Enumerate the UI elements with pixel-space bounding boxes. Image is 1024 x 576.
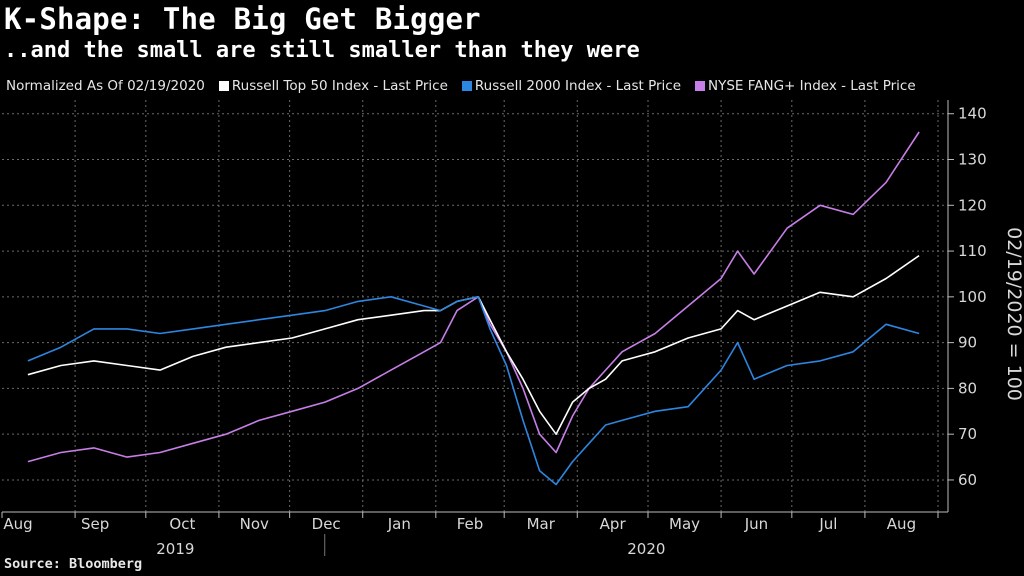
x-tick-label: Feb	[457, 515, 484, 533]
legend-note: Normalized As Of 02/19/2020	[6, 78, 205, 94]
x-tick-label: Aug	[887, 515, 916, 533]
legend-label-russell-2000: Russell 2000 Index - Last Price	[474, 78, 681, 94]
y-axis-title: 02/19/2020 = 100	[1003, 227, 1024, 401]
legend-swatch-fang	[695, 81, 705, 91]
x-tick-label: Apr	[600, 515, 627, 533]
legend-item-fang: NYSE FANG+ Index - Last Price	[695, 78, 916, 94]
x-tick-label: Oct	[169, 515, 195, 533]
y-tick-label: 130	[958, 151, 987, 169]
x-tick-label: Dec	[312, 515, 341, 533]
source-note: Source: Bloomberg	[4, 556, 143, 572]
series-line-russell-2000	[27, 295, 920, 486]
y-tick-label: 60	[958, 471, 977, 489]
y-tick-label: 120	[958, 196, 987, 214]
x-tick-label: May	[669, 515, 700, 533]
x-tick-label: Jun	[744, 515, 768, 533]
y-tick-label: 140	[958, 105, 987, 123]
year-label-2020: 2020	[627, 540, 665, 558]
legend-label-russell-top50: Russell Top 50 Index - Last Price	[231, 78, 448, 94]
x-tick-label: Mar	[527, 515, 556, 533]
y-tick-label: 100	[958, 288, 987, 306]
x-tick-label: Jul	[818, 515, 837, 533]
legend-swatch-russell-top50	[218, 81, 229, 91]
x-tick-label: Jan	[387, 515, 411, 533]
chart-title: K-Shape: The Big Get Bigger	[4, 2, 481, 36]
legend-label-fang: NYSE FANG+ Index - Last Price	[708, 78, 916, 94]
x-tick-label: Nov	[240, 515, 269, 533]
legend-item-russell-2000: Russell 2000 Index - Last Price	[461, 78, 681, 94]
y-tick-label: 90	[958, 334, 977, 352]
legend-item-russell-top50: Russell Top 50 Index - Last Price	[218, 78, 448, 94]
y-tick-label: 110	[958, 242, 987, 260]
x-tick-label: Sep	[81, 515, 109, 533]
y-tick-label: 80	[958, 379, 977, 397]
y-tick-label: 70	[958, 425, 977, 443]
x-tick-label: Aug	[3, 515, 32, 533]
series-line-russell-top50	[27, 254, 920, 436]
chart-subtitle: ..and the small are still smaller than t…	[4, 38, 640, 63]
year-label-2019: 2019	[156, 540, 194, 558]
legend: Normalized As Of 02/19/2020 Russell Top …	[6, 78, 930, 94]
legend-swatch-russell-2000	[461, 81, 472, 91]
